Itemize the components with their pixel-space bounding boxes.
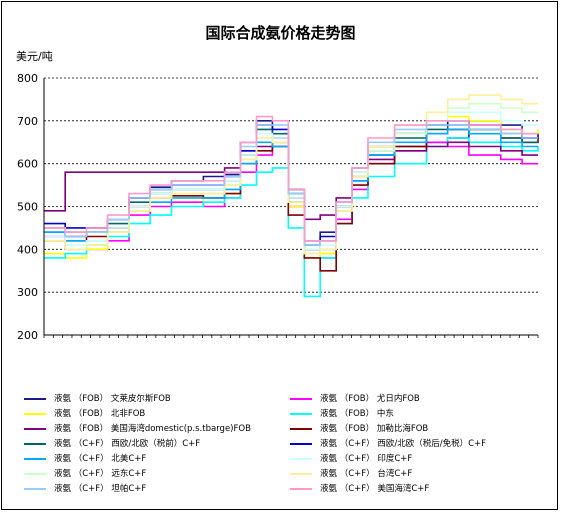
plot-area: 200 300 400 500 600 700 800 [17, 72, 539, 342]
series-line-11 [44, 102, 538, 255]
series-line-1 [44, 120, 538, 251]
chart-title: 国际合成氨价格走势图 [205, 24, 356, 42]
legend-label: 液氨 （FOB） 文莱皮尔斯FOB [54, 394, 171, 404]
legend-label: 液氨 （C+F） 印度C+F [320, 454, 413, 464]
legend-swatch [24, 428, 46, 430]
y-tick-label: 300 [17, 286, 38, 299]
legend-swatch [24, 413, 46, 415]
legend-label: 液氨 （FOB） 中东 [320, 409, 394, 419]
legend-swatch [290, 458, 312, 460]
legend-swatch [290, 473, 312, 475]
legend-label: 液氨 （FOB） 加勒比海FOB [320, 424, 429, 434]
legend-swatch [290, 398, 312, 400]
series-line-2 [44, 141, 538, 259]
legend-swatch [290, 488, 312, 490]
legend-swatch [24, 458, 46, 460]
legend-label: 液氨 （FOB） 北非FOB [54, 409, 146, 419]
legend-swatch [24, 488, 46, 490]
legend-label: 液氨 （C+F） 北美C+F [54, 454, 147, 464]
legend-label: 液氨 （C+F） 西欧/北欧（税后/免税）C+F [320, 439, 487, 449]
legend-swatch [24, 398, 46, 400]
series-line-12 [44, 94, 538, 255]
series-line-4 [44, 137, 539, 298]
legend-label: 液氨 （C+F） 美国海湾C+F [320, 484, 430, 494]
series-line-5 [44, 141, 538, 221]
y-tick-label: 200 [17, 329, 38, 342]
legend-swatch [24, 473, 46, 475]
legend-label: 液氨 （C+F） 坦帕C+F [54, 484, 147, 494]
y-tick-label: 400 [17, 243, 38, 256]
legend-label: 液氨 （FOB） 美国海湾domestic(p.s.tbarge)FOB [54, 424, 251, 434]
series-line-6 [44, 128, 539, 272]
legend-swatch [290, 443, 312, 445]
y-tick-label: 600 [17, 158, 38, 171]
y-tick-label: 700 [17, 115, 38, 128]
legend-label: 液氨 （C+F） 台湾C+F [320, 469, 413, 479]
legend-swatch [290, 413, 312, 415]
legend-label: 液氨 （FOB） 尤日内FOB [320, 394, 420, 404]
legend-swatch [290, 428, 312, 430]
legend-label: 液氨 （C+F） 西欧/北欧（税前）C+F [54, 439, 201, 449]
legend-swatch [24, 443, 46, 445]
y-axis-label: 美元/吨 [16, 50, 53, 63]
y-tick-label: 800 [17, 72, 38, 85]
legend-label: 液氨 （C+F） 远东C+F [54, 469, 147, 479]
series-line-14 [44, 115, 538, 242]
y-tick-label: 500 [17, 201, 38, 214]
series-line-10 [44, 111, 538, 251]
